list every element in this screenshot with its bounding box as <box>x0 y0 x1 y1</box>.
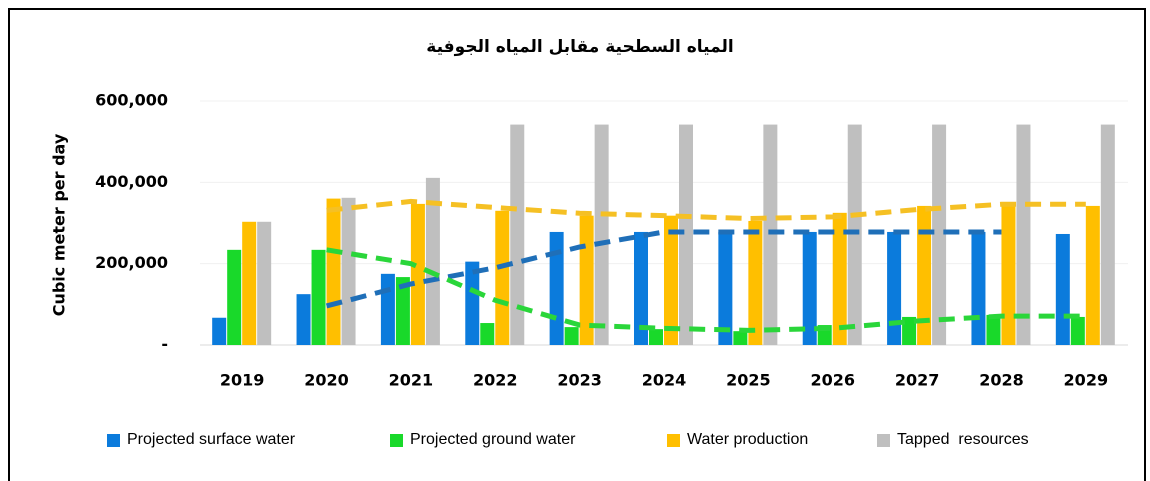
bar <box>564 327 579 345</box>
bar <box>495 210 510 345</box>
legend-label: Tapped resources <box>897 431 1029 448</box>
trend-line <box>326 247 1086 333</box>
x-tick-label: 2029 <box>1064 371 1109 390</box>
bar <box>549 231 564 345</box>
legend-swatch <box>877 434 890 447</box>
bar <box>227 249 242 345</box>
legend-label: Projected surface water <box>127 431 296 448</box>
bar <box>311 249 326 345</box>
bar <box>395 277 410 345</box>
x-tick-label: 2019 <box>220 371 265 390</box>
legend-swatch <box>107 434 120 447</box>
bar <box>971 231 986 345</box>
x-tick-label: 2025 <box>726 371 771 390</box>
bar <box>802 231 817 345</box>
bar <box>917 205 932 345</box>
bar <box>847 124 862 345</box>
bar <box>1016 124 1031 345</box>
bar <box>425 177 440 345</box>
bar <box>902 316 917 345</box>
legend-swatch <box>667 434 680 447</box>
frame <box>8 8 1146 481</box>
legend-swatch <box>390 434 403 447</box>
x-tick-label: 2022 <box>473 371 518 390</box>
bar <box>480 323 495 345</box>
bar <box>341 197 356 345</box>
x-tick-label: 2020 <box>304 371 349 390</box>
bar <box>679 124 693 345</box>
bar <box>887 231 902 345</box>
bar <box>763 124 778 345</box>
x-tick-label: 2028 <box>979 371 1024 390</box>
legend-label: Projected ground water <box>410 431 576 448</box>
bar <box>748 220 763 345</box>
bar <box>832 212 847 345</box>
bar <box>380 273 395 345</box>
bar <box>410 203 425 345</box>
y-axis-label: Cubic meter per day <box>50 133 69 316</box>
x-tick-label: 2027 <box>895 371 940 390</box>
bar <box>986 314 1001 345</box>
y-tick-label: 600,000 <box>95 91 168 110</box>
x-tick-label: 2021 <box>389 371 434 390</box>
chart-title: المياه السطحية مقابل المياه الجوفية <box>426 37 733 57</box>
trend-line <box>325 229 1002 309</box>
bar <box>634 231 648 345</box>
y-tick-label: 400,000 <box>95 172 168 191</box>
bar <box>733 331 748 345</box>
x-tick-label: 2024 <box>642 371 687 390</box>
bar <box>1100 124 1115 345</box>
x-tick-label: 2026 <box>810 371 855 390</box>
bar <box>465 261 480 345</box>
bar <box>1055 233 1070 345</box>
bar <box>296 294 311 345</box>
legend-label: Water production <box>687 431 808 448</box>
bar <box>1001 202 1016 345</box>
bar <box>510 124 525 345</box>
bar <box>664 215 678 345</box>
bar <box>212 317 227 345</box>
bar <box>1085 205 1100 345</box>
bar <box>649 329 663 345</box>
x-tick-label: 2023 <box>557 371 602 390</box>
bar <box>932 124 947 345</box>
bar <box>257 221 272 345</box>
y-tick-label: 200,000 <box>95 253 168 272</box>
trend-line <box>326 198 1086 222</box>
y-tick-label: - <box>161 335 168 354</box>
bar <box>594 124 609 345</box>
bar <box>326 198 341 345</box>
bar <box>1070 316 1085 345</box>
bar <box>718 231 733 345</box>
bar <box>242 221 257 345</box>
